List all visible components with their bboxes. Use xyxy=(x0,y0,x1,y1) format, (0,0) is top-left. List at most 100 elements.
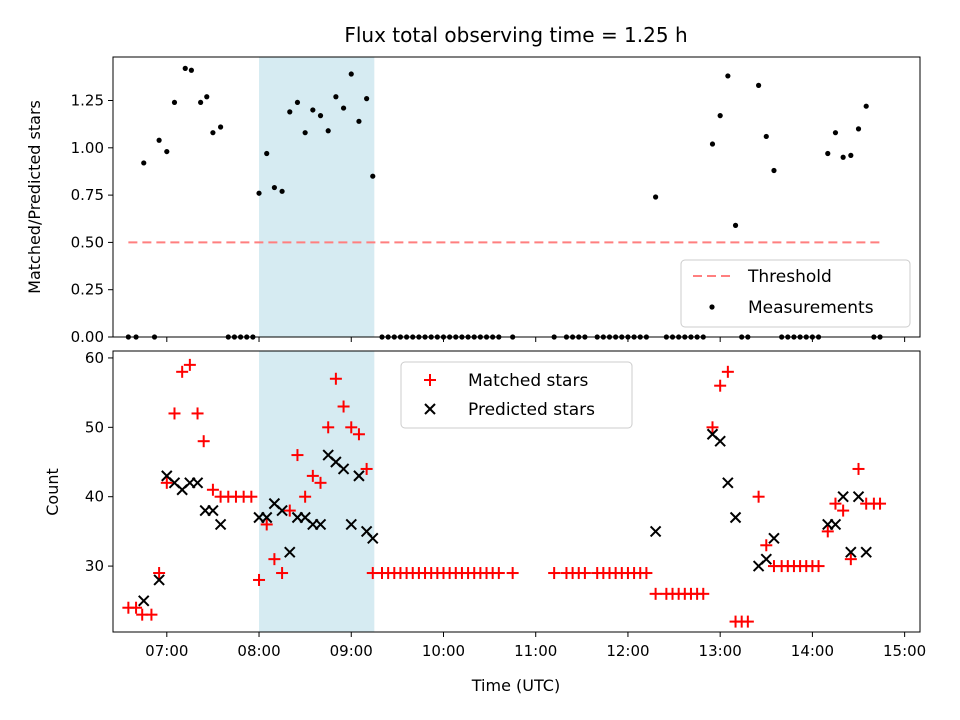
bottom-y-axis-label: Count xyxy=(43,468,62,516)
predicted-star-point xyxy=(837,490,849,503)
top-y-tick-label: 1.25 xyxy=(71,92,104,110)
matched-star-point xyxy=(322,421,335,434)
matched-star-point xyxy=(168,407,181,420)
predicted-star-point xyxy=(191,477,204,489)
predicted-star-point xyxy=(138,595,150,607)
matched-star-point xyxy=(640,567,653,580)
matched-star-point xyxy=(352,428,365,441)
legend-matched-label: Matched stars xyxy=(468,371,588,391)
legend-measurements-label: Measurements xyxy=(748,298,874,318)
matched-star-point xyxy=(160,476,173,489)
matched-star-point xyxy=(837,504,850,517)
predicted-star-point xyxy=(261,511,273,524)
measurement-point xyxy=(333,94,339,100)
legend-matched-swatch xyxy=(424,374,436,386)
measurement-point xyxy=(348,71,354,77)
matched-star-point xyxy=(829,497,842,510)
measurement-point xyxy=(188,67,194,73)
measurement-point xyxy=(164,148,170,155)
matched-star-point xyxy=(714,379,727,392)
matched-star-point xyxy=(852,462,865,475)
matched-star-point xyxy=(337,400,350,413)
matched-star-point xyxy=(760,539,773,552)
measurement-point xyxy=(855,126,862,132)
measurement-point xyxy=(840,154,846,160)
measurement-point xyxy=(825,150,831,157)
predicted-star-point xyxy=(845,546,857,558)
matched-star-point xyxy=(874,497,887,510)
measurement-point xyxy=(171,99,178,106)
matched-star-point xyxy=(697,587,710,600)
top-plot-frame xyxy=(112,56,921,338)
matched-star-point xyxy=(145,608,158,621)
bottom-x-tick-label: 11:00 xyxy=(514,642,557,660)
measurement-point xyxy=(156,137,162,143)
matched-star-point xyxy=(345,421,358,434)
measurement-point xyxy=(279,188,285,194)
bottom-plot-frame xyxy=(112,350,921,633)
matched-star-point xyxy=(844,553,857,566)
measurement-point xyxy=(271,184,277,191)
matched-star-point xyxy=(578,567,591,580)
measurement-point xyxy=(317,113,324,119)
predicted-star-point xyxy=(860,546,872,558)
legend-measurements-swatch xyxy=(709,304,715,310)
matched-star-point xyxy=(314,476,327,489)
predicted-star-point xyxy=(852,490,865,503)
bottom-x-tick-label: 15:00 xyxy=(883,642,926,660)
measurement-point xyxy=(287,109,293,115)
predicted-star-point xyxy=(153,574,165,586)
predicted-star-point xyxy=(367,532,379,545)
matched-star-point xyxy=(329,372,342,385)
measurement-point xyxy=(294,99,301,106)
matched-star-point xyxy=(206,483,219,496)
matched-star-point xyxy=(260,518,273,531)
figure-title: Flux total observing time = 1.25 h xyxy=(344,23,687,47)
measurement-point xyxy=(756,82,762,88)
matched-stars-points xyxy=(122,358,887,628)
measurement-point xyxy=(863,103,869,109)
bottom-legend-box xyxy=(400,361,633,429)
top-panel: 0.00 0.25 0.50 0.75 1.00 1.25 Matched/Predict… xyxy=(25,56,921,346)
top-y-axis-label: Matched/Predicted stars xyxy=(25,100,44,294)
predicted-star-point xyxy=(284,546,296,558)
bottom-axis-ticks: 30 40 50 60 07:00 08:00 09:00 10:00 11:00 12:00 13… xyxy=(85,349,926,660)
measurement-point xyxy=(370,173,376,179)
predicted-star-point xyxy=(345,518,357,531)
predicted-star-point xyxy=(649,525,662,538)
top-y-tick-label: 1.00 xyxy=(71,139,104,157)
top-legend: Threshold Measurements xyxy=(680,259,911,328)
measurement-point xyxy=(325,128,331,134)
legend-predicted-label: Predicted stars xyxy=(468,400,595,420)
matched-star-point xyxy=(721,365,734,378)
matched-star-point xyxy=(812,560,825,573)
measurement-point xyxy=(256,190,262,196)
matched-star-point xyxy=(821,525,834,538)
measurement-point xyxy=(310,107,316,113)
measurement-point xyxy=(182,65,188,71)
matched-star-point xyxy=(548,567,561,580)
measurement-point xyxy=(763,133,769,140)
matched-star-point xyxy=(130,601,143,614)
matched-star-point xyxy=(299,490,312,503)
bottom-x-axis-label: Time (UTC) xyxy=(471,676,560,695)
bottom-panel: 30 40 50 60 07:00 08:00 09:00 10:00 11:00 12:00 13… xyxy=(43,349,926,695)
matched-star-point xyxy=(741,615,754,628)
matched-star-point xyxy=(492,567,505,580)
measurement-point xyxy=(725,73,731,79)
measurement-point xyxy=(218,124,224,130)
bottom-x-tick-label: 13:00 xyxy=(699,642,742,660)
bottom-y-tick-label: 60 xyxy=(85,349,104,367)
top-y-tick-label: 0.25 xyxy=(71,281,104,299)
bottom-x-tick-label: 07:00 xyxy=(145,642,188,660)
bottom-x-tick-label: 09:00 xyxy=(330,642,373,660)
measurement-point xyxy=(653,194,659,200)
legend-predicted-swatch xyxy=(424,403,436,415)
matched-star-point xyxy=(176,365,189,378)
bottom-y-tick-label: 30 xyxy=(85,557,104,575)
predicted-star-point xyxy=(207,504,219,517)
matched-star-point xyxy=(253,573,266,586)
measurement-point xyxy=(732,222,739,228)
